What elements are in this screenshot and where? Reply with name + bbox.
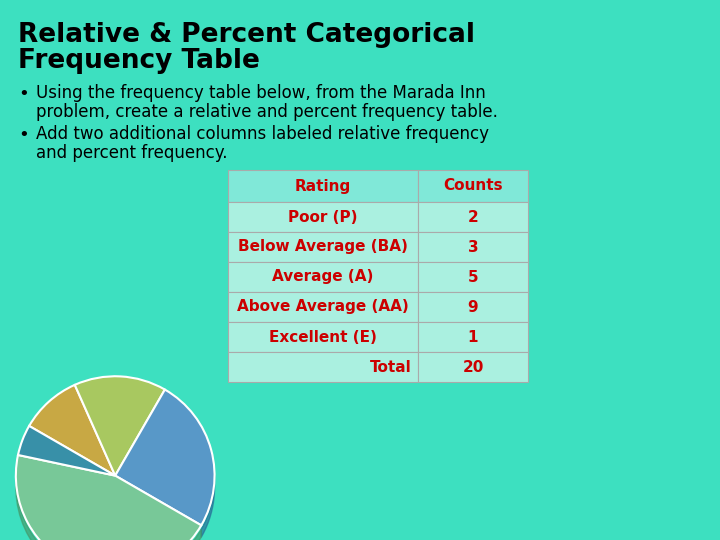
Bar <box>228 202 418 232</box>
Text: 2: 2 <box>467 210 478 225</box>
Text: problem, create a relative and percent frequency table.: problem, create a relative and percent f… <box>36 103 498 121</box>
Text: Below Average (BA): Below Average (BA) <box>238 240 408 254</box>
Text: Using the frequency table below, from the Marada Inn: Using the frequency table below, from th… <box>36 84 486 102</box>
Wedge shape <box>18 426 115 476</box>
Text: 3: 3 <box>468 240 478 254</box>
Bar <box>418 322 528 352</box>
Bar <box>228 322 418 352</box>
Wedge shape <box>29 385 115 476</box>
Text: Excellent (E): Excellent (E) <box>269 329 377 345</box>
Text: Relative & Percent Categorical: Relative & Percent Categorical <box>18 22 475 48</box>
Bar <box>418 292 528 322</box>
Wedge shape <box>75 376 165 476</box>
Bar <box>418 170 528 202</box>
Bar <box>228 352 418 382</box>
Bar <box>228 292 418 322</box>
Text: •: • <box>18 126 29 144</box>
Text: 9: 9 <box>468 300 478 314</box>
Text: Total: Total <box>370 360 412 375</box>
Polygon shape <box>165 394 215 537</box>
Text: and percent frequency.: and percent frequency. <box>36 144 228 162</box>
Text: Above Average (AA): Above Average (AA) <box>237 300 409 314</box>
Bar <box>228 170 418 202</box>
Text: Frequency Table: Frequency Table <box>18 48 260 74</box>
Bar <box>418 232 528 262</box>
Text: Counts: Counts <box>444 179 503 193</box>
Text: Rating: Rating <box>295 179 351 193</box>
Wedge shape <box>115 389 215 525</box>
Text: Average (A): Average (A) <box>272 269 374 285</box>
Polygon shape <box>16 459 202 540</box>
Bar <box>228 232 418 262</box>
Bar <box>228 262 418 292</box>
Bar <box>418 352 528 382</box>
Wedge shape <box>16 455 202 540</box>
Text: Poor (P): Poor (P) <box>288 210 358 225</box>
Bar <box>418 202 528 232</box>
Text: •: • <box>18 85 29 103</box>
Text: 5: 5 <box>468 269 478 285</box>
Text: 20: 20 <box>462 360 484 375</box>
Text: 1: 1 <box>468 329 478 345</box>
Text: Add two additional columns labeled relative frequency: Add two additional columns labeled relat… <box>36 125 489 143</box>
Polygon shape <box>18 430 29 467</box>
Bar <box>418 262 528 292</box>
